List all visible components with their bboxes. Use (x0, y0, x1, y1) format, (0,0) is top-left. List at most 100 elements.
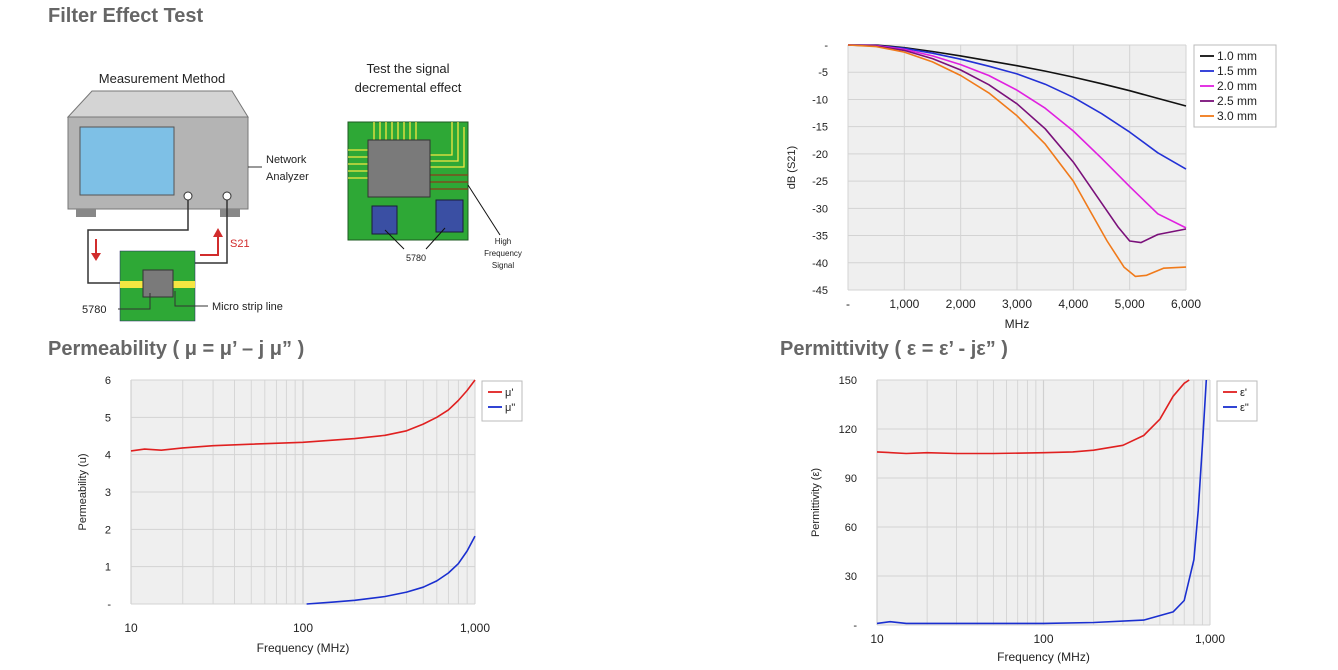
pcb-leader-1 (384, 229, 405, 250)
part-leader (118, 293, 151, 310)
y-tick-label: 150 (839, 375, 857, 387)
analyzer-label-1: Network (266, 154, 307, 166)
y-tick-label: -35 (812, 231, 828, 243)
pcb-traces (348, 122, 465, 179)
legend-entry: 2.5 mm (1217, 94, 1257, 108)
series-line (848, 44, 1187, 107)
hf-label-1: High (495, 237, 511, 246)
y-tick-label: 30 (845, 571, 857, 583)
series-line (876, 379, 1208, 625)
x-tick-label: 10 (124, 621, 138, 635)
y-tick-label: - (853, 620, 857, 632)
y-tick-label: 5 (105, 412, 111, 424)
x-tick-label: 3,000 (1002, 297, 1032, 311)
y-tick-label: - (824, 40, 828, 52)
x-tick-label: 2,000 (946, 297, 976, 311)
y-tick-label: 1 (105, 562, 111, 574)
y-tick-label: -20 (812, 149, 828, 161)
plot-area (848, 45, 1186, 290)
hf-leader (467, 184, 501, 236)
x-tick-label: 100 (1033, 632, 1053, 646)
x-axis-label: Frequency (MHz) (257, 641, 350, 655)
permeability-title: Permeability ( μ = μ’ – j μ” ) (48, 338, 305, 360)
x-tick-label: 4,000 (1058, 297, 1088, 311)
series-line (847, 44, 1187, 229)
y-tick-label: -45 (812, 285, 828, 297)
y-axis-label: dB (S21) (786, 146, 798, 189)
y-tick-label: -25 (812, 176, 828, 188)
page-title: Filter Effect Test (48, 5, 204, 27)
y-tick-label: 3 (105, 487, 111, 499)
y-tick-label: -40 (812, 258, 828, 270)
cable-in (87, 200, 189, 284)
part-label: 5780 (82, 304, 106, 316)
analyzer-foot-right (220, 209, 240, 217)
plot-area (131, 380, 475, 604)
analyzer-foot-left (76, 209, 96, 217)
legend-entry: μ' (505, 387, 513, 399)
x-tick-label: 10 (870, 632, 884, 646)
analyzer-screen (79, 126, 175, 196)
x-tick-label: - (846, 297, 850, 311)
x-axis-label: Frequency (MHz) (997, 650, 1090, 664)
legend-box (1216, 380, 1258, 422)
micro-strip-label: Micro strip line (212, 301, 283, 313)
y-tick-label: 2 (105, 524, 111, 536)
y-tick-label: 60 (845, 522, 857, 534)
pcb-part-label: 5780 (406, 253, 426, 263)
x-tick-label: 1,000 (889, 297, 919, 311)
permittivity-title: Permittivity ( ε = ε’ - jε” ) (780, 338, 1008, 360)
hf-label-3: Signal (492, 261, 514, 270)
legend-box (481, 380, 523, 422)
series-line (847, 44, 1187, 244)
hf-label-2: Frequency (484, 249, 522, 258)
y-tick-label: 4 (105, 450, 111, 462)
analyzer-label-2: Analyzer (266, 171, 309, 183)
y-tick-label: 6 (105, 375, 111, 387)
y-tick-label: 90 (845, 473, 857, 485)
y-axis-label: Permeability (u) (77, 453, 89, 530)
legend-entry: 1.5 mm (1217, 64, 1257, 78)
y-tick-label: -15 (812, 122, 828, 134)
series-line (130, 379, 476, 452)
port-1-icon (183, 191, 193, 201)
series-line (847, 44, 1187, 170)
cable-out (195, 200, 228, 264)
y-tick-label: - (107, 599, 111, 611)
legend-entry: ε" (1240, 402, 1249, 414)
legend-entry: 1.0 mm (1217, 49, 1257, 63)
legend-box (1193, 44, 1277, 128)
pcb-chip (367, 139, 431, 198)
analyzer-top (66, 90, 249, 118)
measurement-diagram: Measurement Method Network Analyzer S21 … (66, 61, 522, 322)
y-axis-label: Permittivity (ε) (810, 468, 822, 537)
x-tick-label: 1,000 (460, 621, 490, 635)
legend-entry: 3.0 mm (1217, 109, 1257, 123)
y-tick-label: -10 (812, 94, 828, 106)
legend-entry: ε' (1240, 387, 1247, 399)
arrow-in-head-icon (91, 253, 101, 261)
arrow-out-icon (200, 235, 219, 256)
pcb-leader-2 (425, 227, 446, 250)
x-tick-label: 6,000 (1171, 297, 1201, 311)
y-tick-label: 120 (839, 424, 857, 436)
y-tick-label: -30 (812, 203, 828, 215)
microstrip-leader (174, 291, 208, 307)
component-5780 (142, 269, 174, 298)
port-2-icon (222, 191, 232, 201)
hf-traces (430, 174, 468, 190)
series-line (876, 379, 1190, 455)
legend-entry: μ" (505, 402, 515, 414)
x-axis-label: MHz (1005, 317, 1030, 331)
pcb-part-right (435, 199, 464, 233)
x-tick-label: 5,000 (1115, 297, 1145, 311)
test-title-line-1: Test the signal (366, 61, 449, 76)
arrow-out-head-icon (213, 228, 223, 237)
test-title-line-2: decremental effect (355, 80, 462, 95)
series-line (306, 535, 476, 605)
measurement-method-label: Measurement Method (99, 71, 225, 86)
y-tick-label: -5 (818, 67, 828, 79)
x-tick-label: 1,000 (1195, 632, 1225, 646)
series-line (847, 44, 1187, 278)
x-tick-label: 100 (293, 621, 313, 635)
